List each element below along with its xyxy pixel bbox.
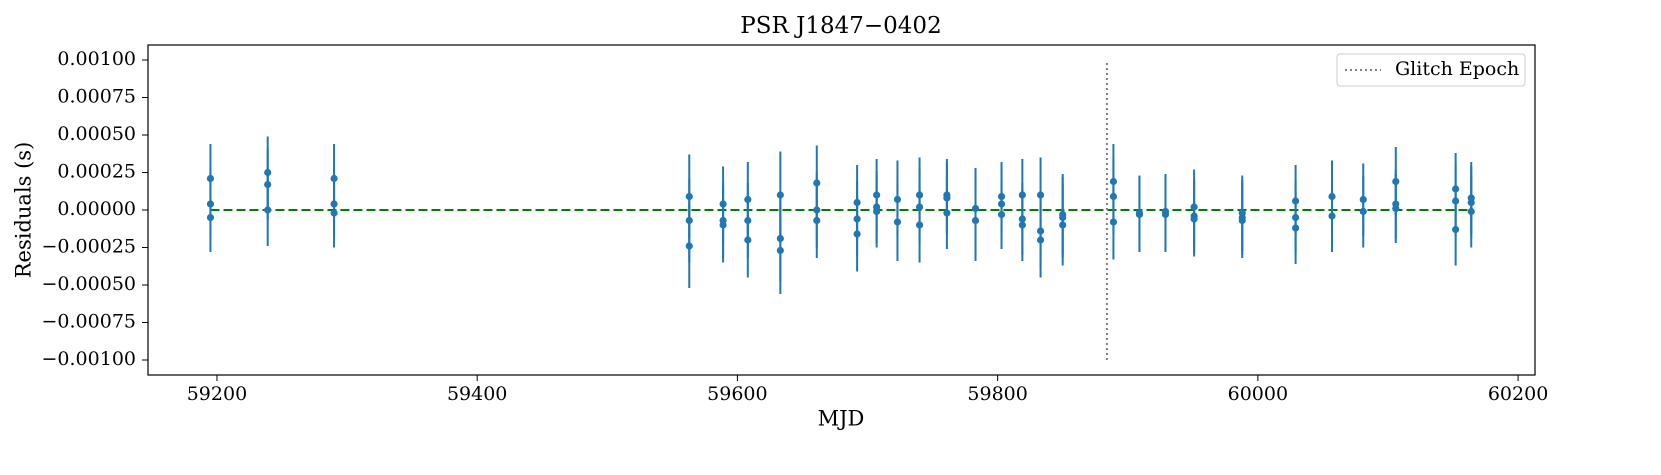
y-tick-label: 0.00050	[57, 123, 136, 145]
data-point	[943, 209, 951, 217]
data-point	[915, 191, 924, 199]
x-tick-label: 60200	[1488, 383, 1548, 405]
legend-label: Glitch Epoch	[1395, 58, 1519, 80]
data-point	[1190, 215, 1198, 223]
y-tick-label: 0.00100	[57, 48, 136, 70]
data-point	[1359, 207, 1367, 216]
data-point	[719, 200, 727, 208]
data-point	[813, 216, 821, 225]
data-point	[1059, 221, 1067, 229]
data-point	[1018, 221, 1026, 229]
data-point	[971, 204, 980, 213]
data-point	[997, 200, 1006, 208]
data-point	[744, 216, 752, 225]
data-point	[1392, 204, 1400, 213]
data-point	[330, 174, 338, 183]
y-tick-label: 0.00000	[57, 198, 136, 220]
data-point	[1036, 191, 1045, 199]
y-tick-label: −0.00025	[42, 236, 137, 258]
data-point	[853, 215, 861, 223]
data-point	[997, 210, 1006, 219]
x-tick-label: 60000	[1228, 383, 1288, 405]
data-point	[1036, 227, 1045, 235]
data-point	[685, 216, 693, 225]
data-point	[1161, 210, 1170, 219]
data-point	[1059, 213, 1067, 222]
data-point	[1452, 197, 1460, 205]
data-point	[206, 174, 215, 183]
y-tick-label: 0.00025	[57, 161, 136, 183]
data-point	[1036, 236, 1045, 244]
data-point	[264, 168, 272, 177]
data-point	[719, 221, 727, 229]
data-point	[1109, 218, 1118, 226]
x-tick-label: 59400	[447, 383, 507, 405]
data-point	[1109, 192, 1118, 201]
data-point	[915, 203, 924, 211]
data-point	[1467, 207, 1475, 216]
y-tick-label: −0.00050	[42, 273, 137, 295]
x-tick-label: 59600	[707, 383, 767, 405]
data-point	[1328, 212, 1336, 220]
data-point	[1190, 203, 1198, 211]
data-point	[971, 216, 980, 225]
data-point	[264, 206, 272, 214]
data-point	[997, 192, 1006, 201]
data-point	[685, 242, 693, 250]
data-point	[776, 246, 784, 255]
data-point	[1018, 191, 1026, 199]
data-point	[853, 230, 861, 238]
data-point	[1467, 198, 1475, 207]
data-point	[915, 221, 924, 229]
data-point	[685, 192, 693, 201]
data-point	[330, 209, 338, 217]
y-tick-label: −0.00100	[42, 348, 137, 370]
x-tick-label: 59800	[967, 383, 1027, 405]
data-point	[264, 180, 272, 189]
data-point	[1291, 224, 1300, 232]
data-point	[893, 195, 902, 204]
data-point	[943, 194, 951, 202]
y-axis-label: Residuals (s)	[12, 142, 36, 279]
data-point	[744, 195, 752, 204]
data-point	[1109, 177, 1118, 186]
data-point	[853, 198, 861, 207]
data-point	[873, 191, 881, 199]
data-point	[1291, 197, 1300, 205]
data-point	[1328, 192, 1336, 201]
y-tick-label: 0.00075	[57, 86, 136, 108]
plot-frame	[147, 44, 1536, 376]
data-point	[1135, 210, 1144, 219]
data-point	[206, 200, 215, 208]
data-point	[206, 213, 215, 222]
data-point	[1359, 195, 1367, 204]
data-point	[1452, 185, 1460, 193]
data-point	[893, 218, 902, 226]
data-point	[813, 206, 821, 214]
chart-title: PSR J1847−0402	[740, 13, 941, 39]
data-point	[813, 179, 821, 187]
y-tick-label: −0.00075	[42, 311, 137, 333]
data-point	[1452, 225, 1460, 234]
x-axis-label: MJD	[818, 407, 865, 431]
data-point	[1291, 213, 1300, 222]
data-point	[776, 234, 784, 243]
x-tick-label: 59200	[187, 383, 247, 405]
data-point	[1018, 215, 1026, 223]
data-point	[776, 191, 784, 199]
data-point	[1238, 216, 1246, 225]
data-point	[1392, 177, 1400, 186]
data-point	[873, 207, 881, 216]
legend-box	[1336, 53, 1526, 87]
data-point	[330, 200, 338, 208]
data-point	[744, 236, 752, 244]
